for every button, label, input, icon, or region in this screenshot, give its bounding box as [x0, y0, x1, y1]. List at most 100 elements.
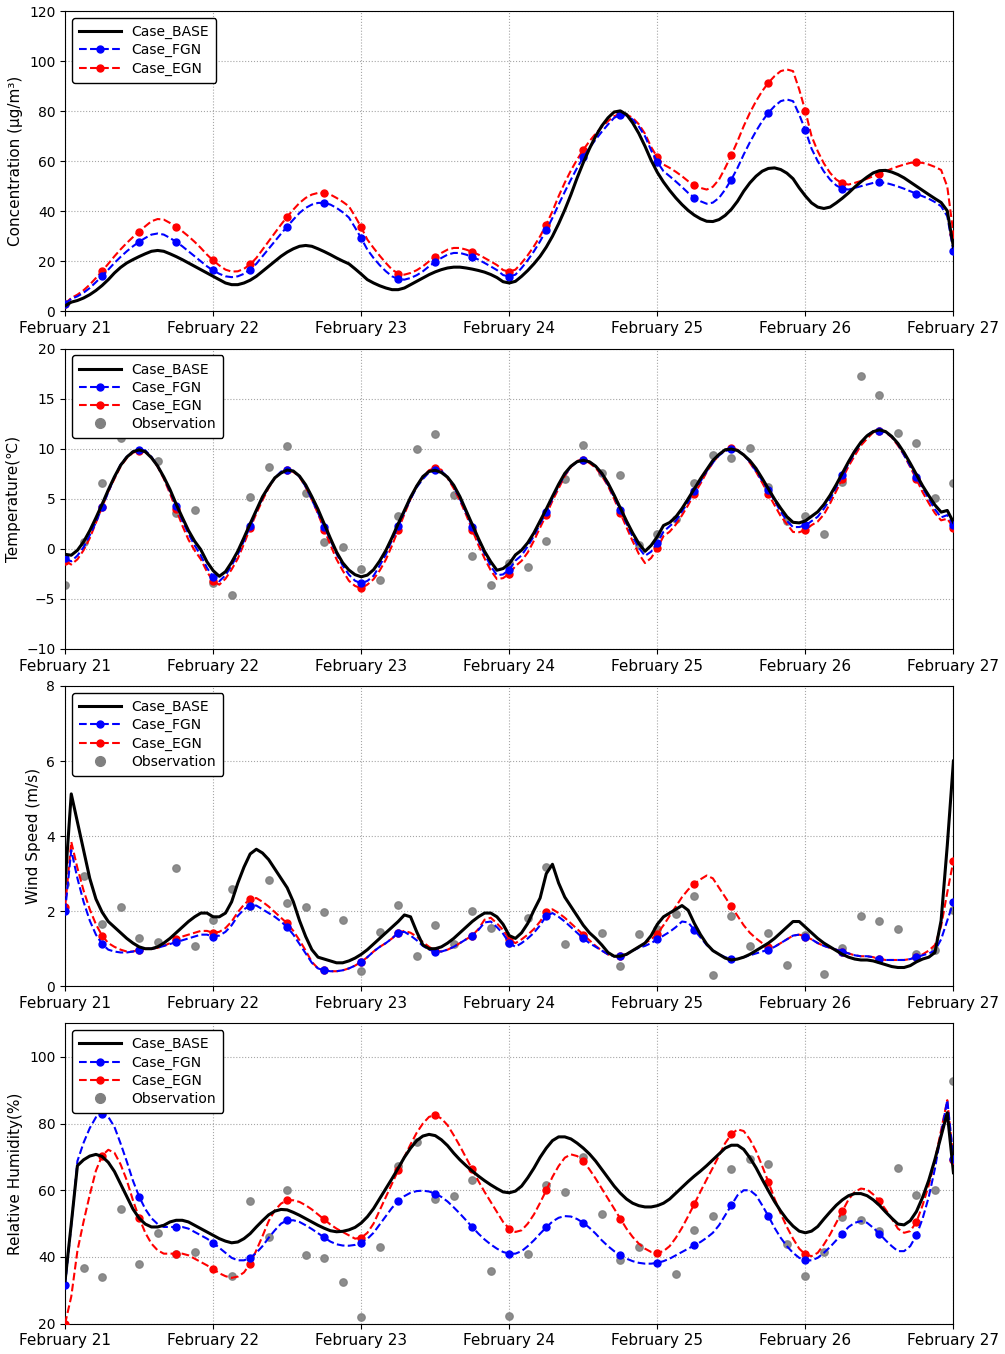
Point — [667, 903, 683, 925]
Point — [113, 428, 129, 450]
Point — [223, 1265, 239, 1286]
Legend: Case_BASE, Case_FGN, Case_EGN, Observation: Case_BASE, Case_FGN, Case_EGN, Observati… — [72, 693, 223, 776]
Point — [797, 505, 813, 527]
Point — [353, 1305, 369, 1327]
Legend: Case_BASE, Case_FGN, Case_EGN, Observation: Case_BASE, Case_FGN, Case_EGN, Observati… — [72, 356, 223, 439]
Point — [594, 1204, 610, 1225]
Point — [242, 1190, 258, 1212]
Point — [482, 1261, 498, 1282]
Point — [816, 963, 832, 984]
Point — [816, 1240, 832, 1262]
Point — [372, 569, 388, 590]
Point — [94, 913, 111, 934]
Point — [94, 473, 111, 494]
Point — [853, 1209, 869, 1231]
Point — [575, 435, 591, 456]
Point — [260, 456, 276, 478]
Point — [94, 1266, 111, 1288]
Point — [871, 910, 887, 932]
Point — [667, 1263, 683, 1285]
Point — [649, 523, 665, 544]
Point — [353, 960, 369, 982]
Point — [131, 409, 147, 431]
Point — [520, 907, 536, 929]
Point — [871, 385, 887, 406]
Point — [279, 436, 295, 458]
Point — [260, 1227, 276, 1248]
Point — [631, 923, 647, 945]
Point — [520, 556, 536, 578]
Point — [131, 927, 147, 949]
Point — [279, 892, 295, 914]
Legend: Case_BASE, Case_FGN, Case_EGN, Observation: Case_BASE, Case_FGN, Case_EGN, Observati… — [72, 1030, 223, 1113]
Point — [187, 500, 203, 521]
Point — [927, 940, 943, 961]
Point — [482, 917, 498, 938]
Point — [761, 477, 777, 498]
Point — [445, 933, 461, 955]
Point — [409, 1132, 425, 1154]
Y-axis label: Temperature(℃): Temperature(℃) — [6, 436, 20, 562]
Point — [223, 877, 239, 899]
Point — [390, 1155, 406, 1177]
Point — [353, 558, 369, 580]
Point — [279, 1179, 295, 1201]
Point — [113, 896, 129, 918]
Point — [187, 936, 203, 957]
Point — [575, 1147, 591, 1169]
Point — [242, 895, 258, 917]
Point — [168, 857, 184, 879]
Point — [57, 574, 73, 596]
Point — [297, 1244, 314, 1266]
Point — [779, 1233, 795, 1255]
Point — [834, 1206, 850, 1228]
Point — [927, 1179, 943, 1201]
Point — [464, 900, 480, 922]
Point — [501, 1305, 518, 1327]
Point — [464, 1169, 480, 1190]
Point — [260, 869, 276, 891]
Point — [150, 1223, 166, 1244]
Point — [445, 485, 461, 506]
Point — [761, 922, 777, 944]
Point — [742, 437, 758, 459]
Point — [150, 451, 166, 473]
Point — [427, 424, 443, 445]
Point — [686, 1220, 702, 1242]
Point — [372, 921, 388, 942]
Point — [909, 942, 925, 964]
Point — [372, 1236, 388, 1258]
Point — [557, 1181, 573, 1202]
Point — [501, 552, 518, 574]
Point — [779, 955, 795, 976]
Point — [631, 533, 647, 555]
Point — [649, 1317, 665, 1339]
Point — [705, 444, 721, 466]
Point — [612, 464, 628, 486]
Point — [242, 486, 258, 508]
Point — [464, 546, 480, 567]
Point — [187, 1242, 203, 1263]
Point — [150, 932, 166, 953]
Point — [539, 1174, 555, 1196]
Point — [946, 473, 962, 494]
Point — [317, 1247, 333, 1269]
Point — [297, 482, 314, 504]
Point — [168, 1243, 184, 1265]
Point — [724, 447, 740, 468]
Point — [557, 933, 573, 955]
Point — [520, 1243, 536, 1265]
Point — [205, 571, 221, 593]
Y-axis label: Wind Speed (m/s): Wind Speed (m/s) — [26, 768, 41, 904]
Point — [427, 1187, 443, 1209]
Point — [779, 510, 795, 532]
Point — [57, 873, 73, 895]
Point — [205, 909, 221, 930]
Point — [390, 895, 406, 917]
Point — [927, 487, 943, 509]
Point — [724, 1158, 740, 1179]
Point — [649, 918, 665, 940]
Point — [113, 1198, 129, 1220]
Point — [409, 945, 425, 967]
Point — [889, 422, 906, 444]
